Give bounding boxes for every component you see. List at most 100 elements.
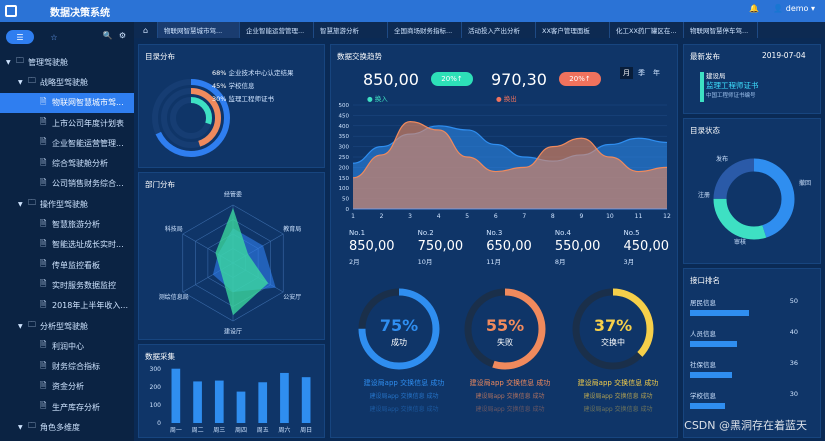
sidebar-item[interactable]: ▼ 🗀 操作型驾驶舱: [0, 194, 134, 214]
tab[interactable]: 智慧旅游分析: [314, 22, 388, 38]
tab[interactable]: 物联网智慧停车驾...: [684, 22, 758, 38]
sidebar-item[interactable]: 🗎 智慧旅游分析: [0, 214, 134, 234]
search-icon[interactable]: 🔍: [102, 31, 113, 40]
api-rank-item[interactable]: 学校信息 30: [690, 388, 816, 419]
sidebar-item[interactable]: 🗎 生产库存分析: [0, 397, 134, 417]
catalog-legend-item: 45% 学校信息: [212, 80, 294, 93]
sidebar-item[interactable]: ▼ 🗀 战略型驾驶舱: [0, 72, 134, 92]
api-panel: 接口排名 居民信息 50 人员信息 40 社保信息 36 学校信息 30: [683, 268, 821, 438]
settings-icon[interactable]: ⚙: [118, 31, 126, 40]
sidebar-item-label: 分析型驾驶舱: [40, 321, 88, 331]
sidebar-item[interactable]: 🗎 资金分析: [0, 377, 134, 397]
rank-item: No.2 750,00 10月: [418, 229, 464, 266]
y-tick-label: 0: [346, 207, 350, 213]
bell-icon[interactable]: 🔔: [749, 4, 760, 13]
expand-arrow-icon[interactable]: ▼: [18, 423, 23, 431]
radar-series: [215, 207, 269, 316]
gauge-caption: 建设局app 交换信息 成功: [469, 379, 551, 387]
area-series: [353, 121, 667, 209]
legend-in: ● 换入: [367, 95, 388, 103]
donut-label: 注册: [698, 191, 710, 199]
expand-arrow-icon[interactable]: ▼: [18, 200, 23, 208]
sidebar-item[interactable]: 🗎 实时服务数据监控: [0, 275, 134, 295]
y-tick-label: 150: [339, 176, 350, 182]
sidebar-item[interactable]: 🗎 利润中心: [0, 336, 134, 356]
y-tick-label: 100: [150, 402, 162, 409]
sidebar-item[interactable]: 🗎 公司销售财务综合...: [0, 174, 134, 194]
sidebar-item[interactable]: ▼ 🗀 角色多维度: [0, 417, 134, 437]
document-icon: 🗎: [40, 218, 47, 228]
api-title: 接口排名: [690, 276, 720, 285]
api-label: 社保信息: [690, 361, 716, 369]
home-tab[interactable]: ⌂: [134, 22, 158, 38]
gauge-percent: 55%: [486, 316, 524, 335]
latest-panel: 最新发布 2019-07-04 建设局 监理工程师证书 中国工程师证书编号: [683, 44, 821, 114]
latest-item[interactable]: 监理工程师证书: [706, 81, 759, 90]
legend-in-label: 换入: [374, 95, 388, 103]
gauge-caption-group: 建设局app 交换信息 成功 建设局app 交换信息 成功 建设局app 交换信息 …: [351, 377, 457, 416]
x-tick-label: 4: [437, 213, 441, 220]
sidebar-item[interactable]: ▼ 🗀 管理驾驶舱: [0, 52, 134, 72]
exchange-title: 数据交换趋势: [337, 52, 382, 61]
sidebar-item-label: 智慧旅游分析: [52, 220, 100, 230]
star-icon: ☆: [50, 32, 58, 42]
sidebar-item-label: 传单监控看板: [52, 260, 100, 270]
user-menu[interactable]: 👤 demo ▾: [773, 4, 815, 13]
latest-item[interactable]: 中国工程师证书编号: [706, 93, 756, 99]
api-rank-item[interactable]: 社保信息 36: [690, 357, 816, 388]
sidebar-item[interactable]: 🗎 2018年上半年收入...: [0, 296, 134, 316]
sidebar-item[interactable]: 🗎 综合驾驶舱分析: [0, 153, 134, 173]
radar-label: 教育局: [283, 225, 301, 233]
tab[interactable]: 企业智能运营管理...: [240, 22, 314, 38]
expand-arrow-icon[interactable]: ▼: [18, 78, 23, 86]
folder-icon: 🗀: [16, 56, 24, 66]
gauge-caption: 建设局app 交换信息 成功: [577, 379, 659, 387]
sidebar-item[interactable]: 🗎 智能选址成长实时...: [0, 235, 134, 255]
ring-arc: [170, 97, 212, 139]
sidebar-item-label: 综合驾驶舱分析: [52, 159, 108, 169]
x-tick-label: 周五: [257, 427, 269, 434]
rank-no: No.4: [554, 229, 571, 237]
tab[interactable]: XX客户管理面板: [536, 22, 610, 38]
x-tick-label: 5: [465, 213, 469, 220]
tab[interactable]: 物联网智慧城市驾...: [158, 22, 240, 38]
sidebar-item[interactable]: 🗎 企业智能运营管理...: [0, 133, 134, 153]
x-tick-label: 10: [606, 213, 614, 220]
sidebar-item-label: 生产库存分析: [52, 402, 100, 412]
y-tick-label: 450: [339, 113, 350, 119]
sidebar-item-label: 角色多维度: [40, 422, 80, 432]
sidebar-item[interactable]: 🗎 上市公司年度计划表: [0, 113, 134, 133]
tab[interactable]: 活动投入产出分析: [462, 22, 536, 38]
rank-list: No.1 850,00 2月 No.2 750,00 10月 No.3 650,00 11月 No…: [349, 229, 669, 266]
period-button[interactable]: 季: [638, 69, 645, 77]
catalog-label: 企业技术中心认定结果: [228, 69, 294, 77]
sidebar-item[interactable]: ▼ 🗀 分析型驾驶舱: [0, 316, 134, 336]
rank-value: 450,00: [623, 239, 670, 254]
x-tick-label: 周二: [192, 427, 204, 434]
rank-value: 750,00: [417, 239, 464, 254]
document-icon: 🗎: [40, 259, 47, 269]
tab[interactable]: 化工XX药厂罐区在...: [610, 22, 684, 38]
api-rank-item[interactable]: 人员信息 40: [690, 326, 816, 357]
gauge-percent: 37%: [594, 316, 632, 335]
favorite-button[interactable]: ☆: [40, 30, 68, 44]
period-button[interactable]: 年: [653, 69, 660, 77]
api-bar: [690, 341, 738, 347]
tab[interactable]: 全国商场财务指标...: [388, 22, 462, 38]
document-icon: 🗎: [40, 177, 47, 187]
sidebar-item[interactable]: 🗎 物联网智慧城市驾...: [0, 92, 134, 113]
document-icon: 🗎: [40, 157, 47, 167]
list-view-button[interactable]: ☰: [6, 30, 34, 44]
sidebar-item[interactable]: 🗎 财务综合指标: [0, 356, 134, 376]
x-tick-label: 周三: [213, 427, 225, 434]
api-rank-item[interactable]: 居民信息 50: [690, 295, 816, 326]
sidebar-item[interactable]: 🗎 传单监控看板: [0, 255, 134, 275]
latest-item[interactable]: 建设局: [706, 72, 726, 80]
gauge-caption: 建设局app 交换信息 成功: [369, 393, 439, 400]
sidebar-item-label: 利润中心: [52, 341, 84, 351]
expand-arrow-icon[interactable]: ▼: [18, 322, 23, 330]
expand-arrow-icon[interactable]: ▼: [6, 58, 11, 66]
bar: [193, 381, 202, 423]
gauge-label: 失败: [497, 337, 513, 347]
period-button[interactable]: 月: [620, 67, 633, 79]
